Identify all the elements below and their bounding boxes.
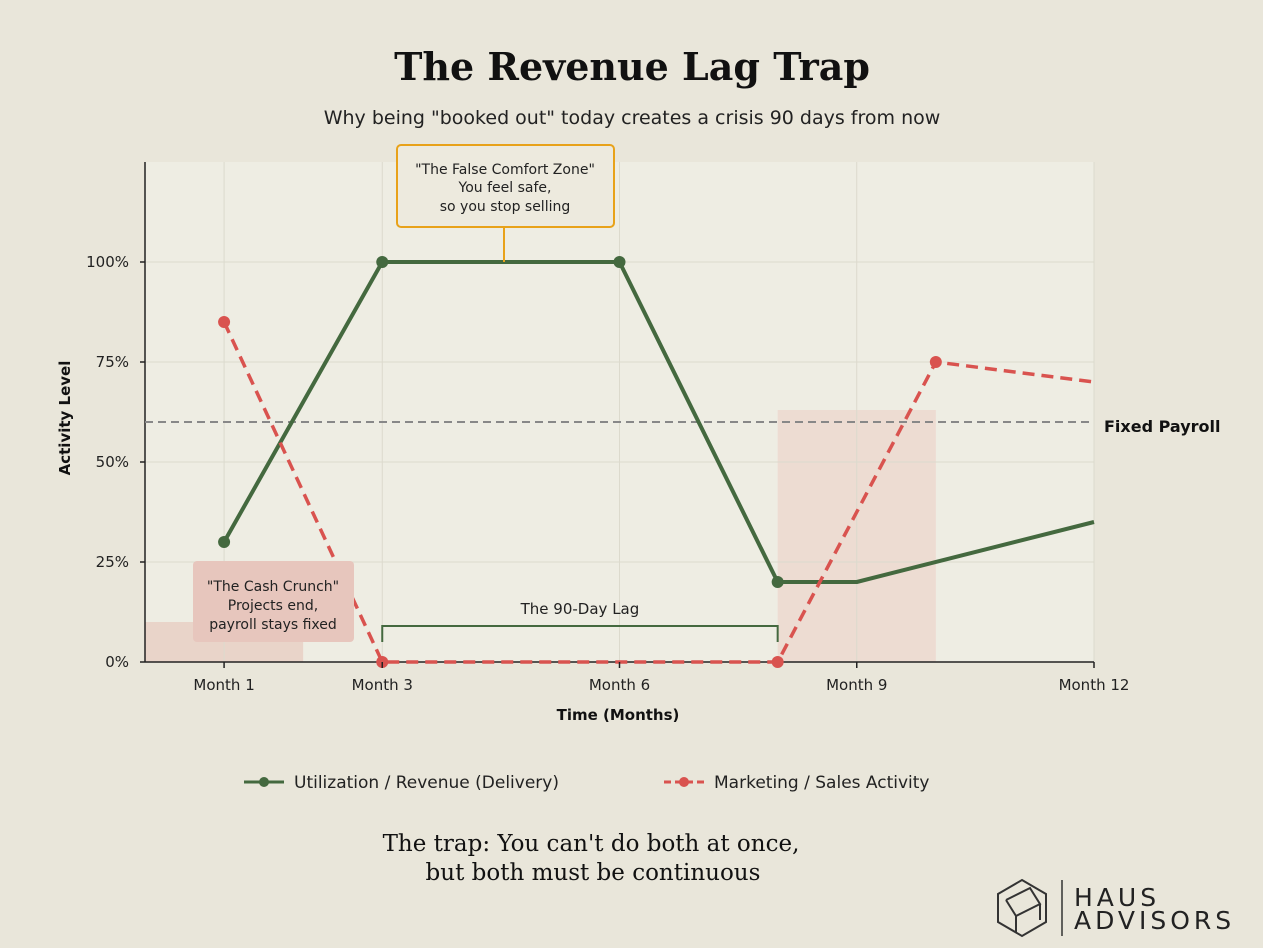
legend-item-delivery[interactable]: Utilization / Revenue (Delivery) [244,773,559,793]
cash-crunch-box [193,561,354,642]
cash-crunch-annotation: "The Cash Crunch" Projects end, payroll … [193,561,354,642]
tagline-line-1: The trap: You can't do both at once, [383,831,800,857]
series [218,256,1095,668]
false-comfort-line-1: "The False Comfort Zone" [415,162,595,178]
lag-bracket-path [381,625,779,642]
y-tick-label: 25% [96,553,129,571]
y-axis-label: Activity Level [56,361,74,476]
x-tick-label: Month 9 [826,676,887,694]
series-point-0 [218,536,231,548]
logo-text-bottom: ADVISORS [1074,906,1235,935]
y-tick-label: 75% [96,353,129,371]
lag-bracket: The 90-Day Lag [381,600,779,642]
reference-line-group: Fixed Payroll [145,417,1221,436]
chart-title: The Revenue Lag Trap [394,44,870,89]
tagline-line-2: but both must be continuous [426,860,761,886]
y-tick-label: 0% [105,653,129,671]
legend-label-delivery: Utilization / Revenue (Delivery) [294,773,559,793]
cash-crunch-line-3: payroll stays fixed [209,617,337,633]
x-tick-label: Month 12 [1059,676,1130,694]
ticks: 0% 25% 50% 75% 100% Month 1 Month 3 Month 6 Mont… [86,253,1129,694]
y-tick-label: 50% [96,453,129,471]
hexagon-icon [997,878,1047,938]
false-comfort-annotation: "The False Comfort Zone" You feel safe, … [396,144,615,262]
legend-label-marketing: Marketing / Sales Activity [714,773,930,793]
lag-bracket-label: The 90-Day Lag [520,600,640,618]
series-point-1 [929,356,942,368]
haus-advisors-logo: HAUS ADVISORS [997,878,1235,938]
false-comfort-line-2: You feel safe, [458,180,552,196]
series-point-0 [613,256,626,268]
cash-crunch-line-2: Projects end, [228,598,318,614]
legend: Utilization / Revenue (Delivery) Marketi… [244,773,930,793]
false-comfort-box [396,144,615,228]
logo-text-top: HAUS [1074,883,1160,912]
false-comfort-line-3: so you stop selling [440,199,571,215]
x-axis-label: Time (Months) [557,706,680,724]
series-point-1 [771,656,784,668]
x-tick-label: Month 1 [193,676,254,694]
legend-marker-marketing [679,777,689,787]
legend-marker-delivery [259,777,269,787]
series-point-0 [771,576,784,588]
series-point-1 [218,316,231,328]
x-tick-label: Month 3 [352,676,413,694]
x-tick-label: Month 6 [589,676,650,694]
chart-subtitle: Why being "booked out" today creates a c… [324,107,941,129]
series-point-0 [376,256,389,268]
series-line-0 [222,260,1095,584]
fixed-payroll-label: Fixed Payroll [1104,417,1221,436]
y-tick-label: 100% [86,253,129,271]
legend-item-marketing[interactable]: Marketing / Sales Activity [664,773,930,793]
series-line-1 [222,321,1095,664]
cash-crunch-line-1: "The Cash Crunch" [207,579,339,595]
